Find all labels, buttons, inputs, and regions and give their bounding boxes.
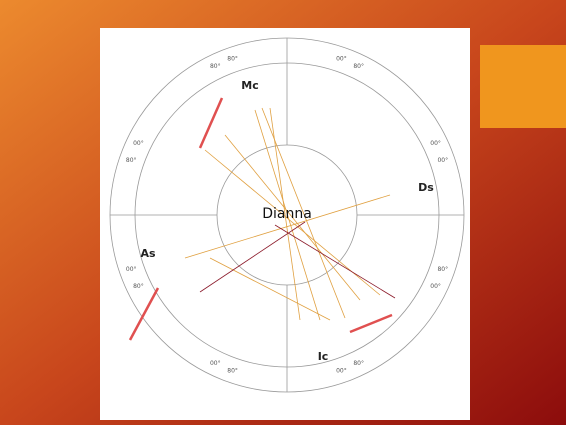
ring-label: 80°: [227, 367, 238, 374]
ring-label: 00°: [210, 360, 221, 367]
angle-arrows: [128, 97, 393, 341]
aspect-line: [274, 224, 396, 299]
chart-frame: [100, 28, 470, 420]
angle-label: Mc: [241, 79, 258, 92]
chart-wheel: [109, 37, 465, 393]
ring-label: 00°: [437, 157, 448, 164]
ring-label: 00°: [126, 266, 137, 273]
ring-label: 00°: [336, 367, 347, 374]
angle-label: Ds: [418, 181, 434, 194]
accent-block: [480, 45, 566, 128]
aspect-lines: [184, 107, 396, 321]
ring-label: 00°: [430, 283, 441, 290]
angle-label: Ic: [318, 350, 329, 363]
ring-label: 80°: [353, 360, 364, 367]
aspect-line: [261, 107, 346, 319]
ring-label: 00°: [430, 140, 441, 147]
arrow: [198, 97, 224, 149]
aspect-line: [254, 109, 321, 321]
ring-label: 80°: [133, 283, 144, 290]
aspect-line: [184, 194, 391, 259]
ring-label: 80°: [210, 63, 221, 70]
aspect-line: [269, 107, 301, 321]
arrow: [128, 287, 160, 341]
ring-label: 80°: [353, 63, 364, 70]
chart-label: Dianna: [262, 206, 312, 222]
ring-label: 80°: [437, 266, 448, 273]
aspect-line: [224, 134, 361, 301]
arrow: [349, 313, 393, 334]
ring-label: 80°: [227, 56, 238, 63]
ring-label: 80°: [126, 157, 137, 164]
ring-label: 00°: [133, 140, 144, 147]
ring-label: 00°: [336, 56, 347, 63]
angle-label: As: [140, 247, 156, 260]
aspect-line: [209, 257, 331, 321]
aspect-line: [199, 221, 306, 293]
